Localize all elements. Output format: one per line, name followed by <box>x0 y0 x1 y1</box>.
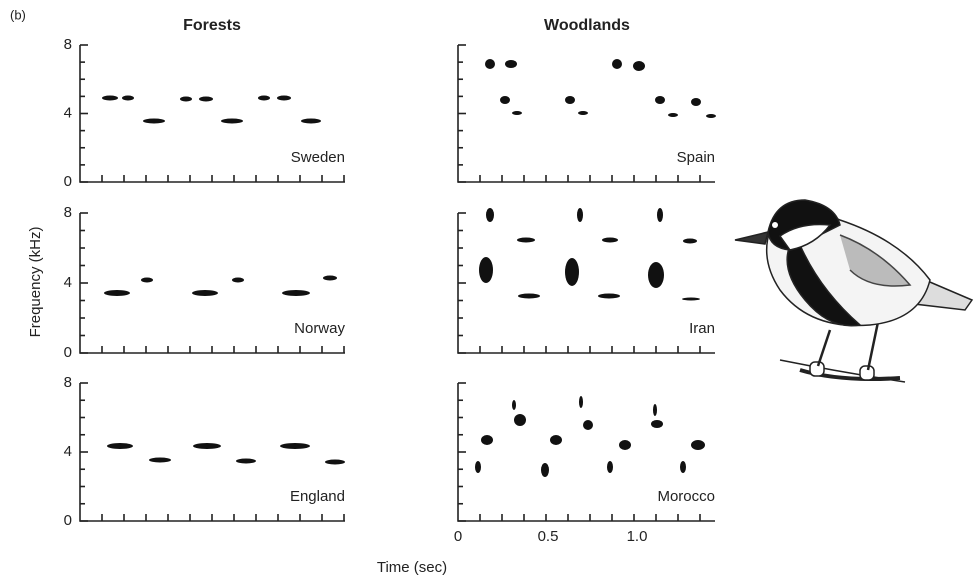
song-note <box>505 60 517 68</box>
song-note <box>512 400 516 410</box>
song-note <box>683 238 697 244</box>
x-tick-label: 0 <box>454 528 462 545</box>
y-tick-label: 4 <box>64 104 72 121</box>
song-note <box>104 290 130 296</box>
song-note <box>486 208 494 222</box>
song-note <box>236 458 256 464</box>
y-tick-label: 8 <box>64 36 72 53</box>
song-note <box>475 461 481 473</box>
song-note <box>657 208 663 222</box>
song-note <box>282 290 310 296</box>
song-note <box>180 96 192 102</box>
song-note <box>512 111 522 115</box>
song-note <box>655 96 665 104</box>
song-note <box>691 440 705 450</box>
song-note <box>280 443 310 449</box>
song-note <box>141 277 153 283</box>
song-note <box>633 61 645 71</box>
panel-name: Iran <box>689 320 715 337</box>
song-note <box>577 208 583 222</box>
song-note <box>517 237 535 243</box>
x-tick-label: 0.5 <box>538 528 559 545</box>
song-note <box>682 297 700 301</box>
song-note <box>602 237 618 243</box>
song-note <box>651 420 663 428</box>
y-tick-label: 0 <box>64 512 72 529</box>
song-note <box>691 98 701 106</box>
song-note <box>102 95 118 101</box>
y-tick-label: 0 <box>64 344 72 361</box>
song-note <box>301 118 321 124</box>
song-note <box>221 118 243 124</box>
song-note <box>583 420 593 430</box>
song-note <box>323 275 337 281</box>
song-note <box>541 463 549 477</box>
panel-name: Norway <box>294 320 345 337</box>
song-note <box>500 96 510 104</box>
song-note <box>514 414 526 426</box>
song-note <box>680 461 686 473</box>
song-note <box>668 113 678 117</box>
song-note <box>122 95 134 101</box>
song-note <box>107 443 133 449</box>
y-axis-label: Frequency (kHz) <box>27 227 44 338</box>
song-note <box>579 396 583 408</box>
column-title: Forests <box>183 17 241 34</box>
song-note <box>619 440 631 450</box>
x-tick-label: 1.0 <box>627 528 648 545</box>
song-note <box>143 118 165 124</box>
song-note <box>550 435 562 445</box>
y-tick-label: 8 <box>64 204 72 221</box>
panel-name: Spain <box>677 149 715 166</box>
song-note <box>648 262 664 288</box>
song-note <box>607 461 613 473</box>
song-note <box>479 257 493 283</box>
song-note <box>612 59 622 69</box>
song-note <box>193 443 221 449</box>
y-tick-label: 4 <box>64 443 72 460</box>
song-note <box>518 293 540 299</box>
song-note <box>598 293 620 299</box>
song-note <box>565 258 579 286</box>
bird-illustration <box>734 199 974 383</box>
x-axis-label: Time (sec) <box>377 559 447 576</box>
song-note <box>258 95 270 101</box>
y-tick-label: 4 <box>64 274 72 291</box>
column-title: Woodlands <box>544 17 630 34</box>
panel-label: (b) <box>10 7 26 22</box>
y-tick-label: 8 <box>64 374 72 391</box>
panel-name: Sweden <box>291 149 345 166</box>
song-note <box>653 404 657 416</box>
axis <box>457 213 715 354</box>
song-note <box>481 435 493 445</box>
song-note <box>192 290 218 296</box>
song-note <box>578 111 588 115</box>
song-note <box>706 114 716 118</box>
song-note <box>199 96 213 102</box>
song-note <box>325 459 345 465</box>
panel-name: England <box>290 488 345 505</box>
panel-name: Morocco <box>657 488 715 505</box>
song-note <box>485 59 495 69</box>
song-note <box>277 95 291 101</box>
song-note <box>232 277 244 283</box>
y-tick-label: 0 <box>64 173 72 190</box>
song-note <box>149 457 171 463</box>
song-note <box>565 96 575 104</box>
